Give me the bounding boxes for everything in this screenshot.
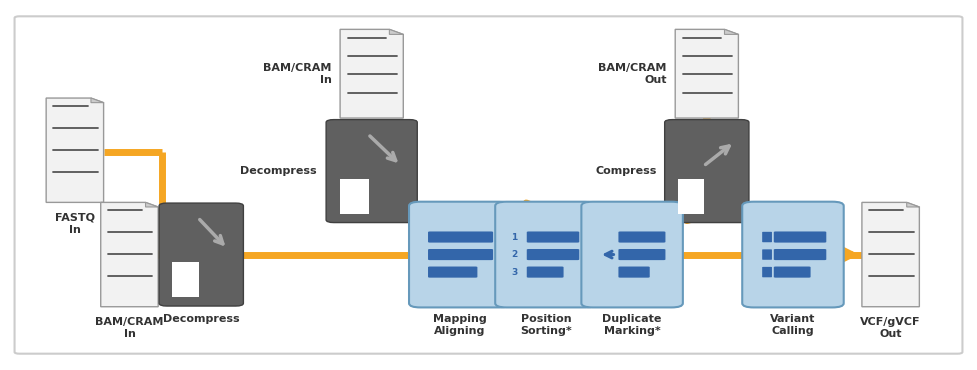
FancyBboxPatch shape xyxy=(618,249,665,260)
Polygon shape xyxy=(675,29,739,118)
FancyBboxPatch shape xyxy=(762,232,772,242)
Polygon shape xyxy=(101,202,158,307)
FancyBboxPatch shape xyxy=(664,120,749,223)
Bar xyxy=(678,179,704,214)
Text: Decompress: Decompress xyxy=(240,166,317,176)
FancyBboxPatch shape xyxy=(527,249,579,260)
FancyBboxPatch shape xyxy=(762,267,772,277)
FancyBboxPatch shape xyxy=(159,203,243,306)
FancyBboxPatch shape xyxy=(618,266,650,278)
Text: Duplicate
Marking*: Duplicate Marking* xyxy=(603,314,661,336)
Polygon shape xyxy=(862,202,919,307)
Text: 1: 1 xyxy=(511,232,518,242)
FancyBboxPatch shape xyxy=(409,202,511,307)
Polygon shape xyxy=(725,29,739,34)
FancyBboxPatch shape xyxy=(527,232,579,243)
FancyBboxPatch shape xyxy=(428,232,493,243)
Text: BAM/CRAM
In: BAM/CRAM In xyxy=(96,317,163,339)
FancyBboxPatch shape xyxy=(743,202,844,307)
Polygon shape xyxy=(340,29,404,118)
FancyBboxPatch shape xyxy=(762,249,772,260)
Text: 2: 2 xyxy=(511,250,518,259)
FancyBboxPatch shape xyxy=(428,266,478,278)
FancyBboxPatch shape xyxy=(618,232,665,243)
FancyBboxPatch shape xyxy=(428,249,493,260)
Polygon shape xyxy=(907,202,919,207)
Text: Variant
Calling: Variant Calling xyxy=(770,314,816,336)
Text: 3: 3 xyxy=(511,268,518,277)
Text: Decompress: Decompress xyxy=(163,314,239,324)
Polygon shape xyxy=(91,98,104,102)
Text: VCF/gVCF
Out: VCF/gVCF Out xyxy=(861,317,921,339)
FancyBboxPatch shape xyxy=(527,266,564,278)
Bar xyxy=(172,262,198,297)
Polygon shape xyxy=(146,202,158,207)
Text: BAM/CRAM
Out: BAM/CRAM Out xyxy=(598,63,666,85)
Text: Compress: Compress xyxy=(596,166,658,176)
FancyBboxPatch shape xyxy=(774,232,827,243)
Polygon shape xyxy=(46,98,104,202)
FancyBboxPatch shape xyxy=(774,266,811,278)
Bar xyxy=(340,179,368,214)
Text: Position
Sorting*: Position Sorting* xyxy=(520,314,572,336)
FancyBboxPatch shape xyxy=(495,202,597,307)
Polygon shape xyxy=(390,29,404,34)
Text: BAM/CRAM
In: BAM/CRAM In xyxy=(263,63,331,85)
FancyBboxPatch shape xyxy=(326,120,417,223)
FancyBboxPatch shape xyxy=(774,249,827,260)
Text: FASTQ
In: FASTQ In xyxy=(55,213,95,235)
Text: Mapping
Aligning: Mapping Aligning xyxy=(433,314,487,336)
FancyBboxPatch shape xyxy=(581,202,683,307)
